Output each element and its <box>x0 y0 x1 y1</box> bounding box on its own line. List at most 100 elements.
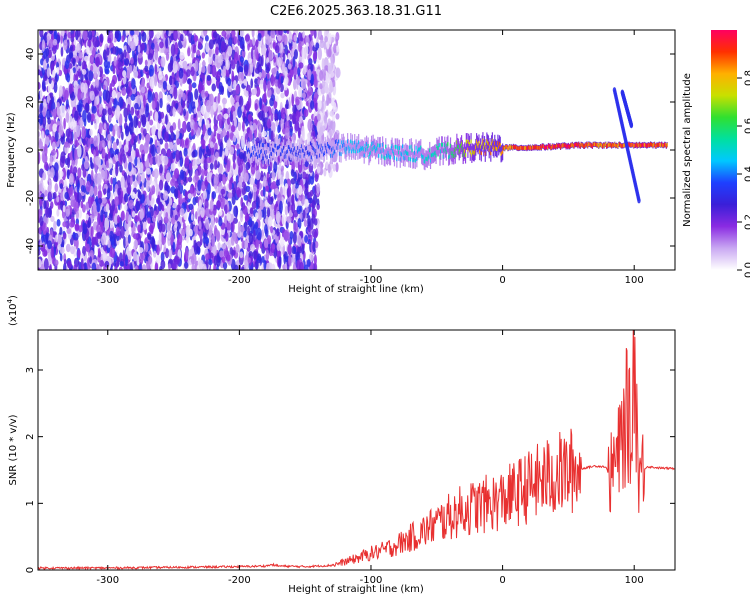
heatmap-cell <box>51 63 54 71</box>
heatmap-cell <box>280 75 284 84</box>
heatmap-cell <box>217 113 223 122</box>
heatmap-cell <box>340 152 342 157</box>
heatmap-cell <box>197 179 202 192</box>
heatmap-cell <box>244 34 250 42</box>
heatmap-cell <box>143 141 149 154</box>
heatmap-cell <box>266 155 268 160</box>
heatmap-cell <box>220 188 226 195</box>
heatmap-cell <box>56 102 60 109</box>
heatmap-cell <box>45 206 50 218</box>
heatmap-cell <box>83 159 90 170</box>
heatmap-cell <box>269 225 274 234</box>
heatmap-cell <box>226 213 231 222</box>
heatmap-cell <box>131 78 136 90</box>
heatmap-cell <box>222 197 226 207</box>
heatmap-cell <box>276 228 280 237</box>
heatmap-cell <box>157 71 163 81</box>
heatmap-cell <box>319 126 324 136</box>
heatmap-cell <box>205 218 210 231</box>
heatmap-cell <box>222 65 226 79</box>
heatmap-cell <box>165 172 171 181</box>
heatmap-cell <box>98 122 103 134</box>
heatmap-cell <box>236 143 240 150</box>
heatmap-cell <box>298 261 304 270</box>
heatmap-cell <box>245 118 249 127</box>
heatmap-cell <box>251 200 257 210</box>
heatmap-cell <box>149 76 155 90</box>
heatmap-cell <box>201 60 206 67</box>
heatmap-cell <box>287 63 292 70</box>
heatmap-cell <box>107 133 112 141</box>
heatmap-cell <box>317 99 322 110</box>
heatmap-cell <box>281 213 286 226</box>
heatmap-cell <box>138 133 142 141</box>
heatmap-cell <box>111 79 116 87</box>
heatmap-cell <box>296 76 301 86</box>
heatmap-cell <box>242 44 245 52</box>
heatmap-cell <box>133 115 138 129</box>
heatmap-cell <box>159 138 164 145</box>
heatmap-cell <box>137 173 141 185</box>
heatmap-cell <box>217 92 221 104</box>
heatmap-cell <box>252 122 257 131</box>
heatmap-cell <box>167 230 171 239</box>
heatmap-cell <box>257 78 261 85</box>
heatmap-cell <box>88 69 94 82</box>
heatmap-cell <box>60 151 66 164</box>
heatmap-cell <box>141 31 147 43</box>
heatmap-cell <box>327 62 333 75</box>
heatmap-cell <box>38 151 41 165</box>
heatmap-cell <box>98 90 103 97</box>
heatmap-cell <box>63 117 66 130</box>
heatmap-cell <box>166 83 171 91</box>
heatmap-cell <box>278 200 283 214</box>
heatmap-cell <box>252 37 256 46</box>
heatmap-cell <box>169 125 174 134</box>
heatmap-cell <box>52 38 58 46</box>
heatmap-cell <box>184 138 189 146</box>
heatmap-cell <box>163 243 167 253</box>
heatmap-cell <box>66 228 72 234</box>
heatmap-cell <box>225 232 229 242</box>
heatmap-cell <box>235 84 240 95</box>
heatmap-cell <box>163 131 169 143</box>
heatmap-cell <box>402 144 404 149</box>
heatmap-cell <box>177 233 183 246</box>
heatmap-cell <box>209 199 214 212</box>
heatmap-cell <box>184 189 188 202</box>
heatmap-cell <box>144 242 149 253</box>
heatmap-cell <box>64 141 69 148</box>
heatmap-cell <box>309 189 314 197</box>
heatmap-cell <box>60 105 66 118</box>
heatmap-cell <box>48 179 53 191</box>
heatmap-cell <box>152 250 157 258</box>
heatmap-cell <box>232 134 237 143</box>
heatmap-cell <box>263 91 267 104</box>
heatmap-cell <box>395 144 397 149</box>
heatmap-cell <box>233 36 238 45</box>
heatmap-cell <box>149 110 153 117</box>
heatmap-cell <box>174 214 179 221</box>
heatmap-cell <box>293 171 297 181</box>
heatmap-cell <box>184 261 189 269</box>
heatmap-cell <box>40 193 45 202</box>
heatmap-cell <box>284 44 288 55</box>
heatmap-cell <box>265 34 271 46</box>
heatmap-cell <box>206 171 211 183</box>
heatmap-cell <box>122 153 126 164</box>
heatmap-cell <box>230 113 234 123</box>
heatmap-cell <box>239 30 245 37</box>
heatmap-cell <box>276 57 282 68</box>
heatmap-cell <box>207 182 211 195</box>
heatmap-cell <box>202 123 206 135</box>
heatmap-cell <box>194 88 199 100</box>
heatmap-cell <box>142 128 147 137</box>
heatmap-cell <box>191 151 196 158</box>
heatmap-cell <box>240 71 244 82</box>
heatmap-cell <box>147 255 153 265</box>
heatmap-cell <box>409 145 411 150</box>
heatmap-cell <box>114 30 120 40</box>
heatmap-cell <box>338 139 340 144</box>
heatmap-cell <box>157 128 162 140</box>
heatmap-cell <box>235 173 239 186</box>
